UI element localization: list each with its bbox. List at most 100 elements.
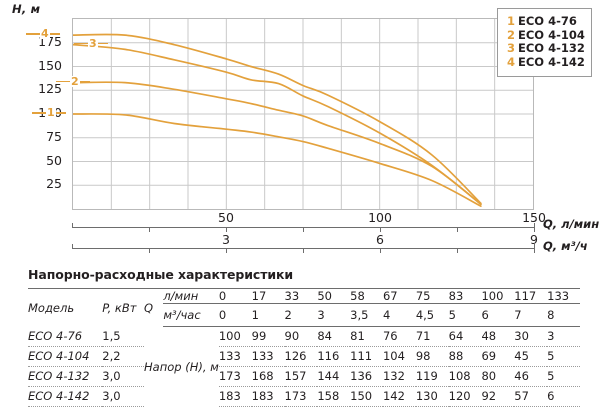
- cell-head: 88: [448, 346, 482, 367]
- table-row: ECO 4-76 1,5 Напор (H), м 100 99 90 84 81 76 71 64…: [28, 326, 580, 374]
- cell-head: 183: [218, 386, 252, 407]
- plot-area: [72, 18, 534, 210]
- header-model: Модель: [28, 288, 103, 327]
- cell-head: 80: [481, 366, 515, 387]
- x-scale-lmin-endcap: [72, 223, 73, 228]
- cell-head: 133: [251, 346, 285, 367]
- cell-power: 1,5: [102, 326, 145, 347]
- table-row: ECO 4-104 2,2 133 133 126 116 111 104 98 88 69 45 5: [28, 346, 580, 367]
- x-scale-m3h-label-9: 9: [530, 232, 538, 247]
- curve-paths: [73, 33, 482, 207]
- header-unit-m3h: м³/час: [163, 303, 219, 327]
- y-tick-50: 50: [46, 152, 62, 168]
- cell-model: ECO 4-142: [28, 386, 103, 407]
- cell-head: 6: [547, 386, 580, 407]
- cell-power: 3,0: [102, 366, 145, 387]
- legend-number: 2: [507, 27, 516, 42]
- x-axis-title-m3h: Q, м³/ч: [543, 239, 588, 253]
- cell-head: 48: [481, 326, 515, 347]
- chart-legend: 1 ECO 4-76 2 ECO 4-104 3 ECO 4-132 4 ECO 4-142: [497, 8, 592, 77]
- cell-head: 142: [382, 386, 416, 407]
- curve-label-1: 1: [46, 106, 56, 119]
- legend-label: ECO 4-132: [518, 41, 585, 55]
- header-flow-lmin: 0: [218, 288, 252, 304]
- legend-item-eco-4-76: 1 ECO 4-76: [507, 14, 584, 29]
- x-scale-lmin-endcap: [534, 223, 535, 228]
- legend-label: ECO 4-142: [518, 54, 585, 69]
- cell-head: 133: [218, 346, 252, 367]
- cell-head: 5: [547, 346, 580, 367]
- cell-head: 157: [284, 366, 318, 387]
- cell-model: ECO 4-104: [28, 346, 103, 367]
- legend-number: 4: [507, 54, 516, 69]
- cell-head: 111: [350, 346, 383, 367]
- header-flow-m3h: 4: [382, 303, 416, 327]
- x-scale-m3h-label-3: 3: [222, 232, 230, 247]
- x-scale-lmin-label-150: 150: [522, 210, 546, 225]
- curve-eco-4-104: [73, 81, 482, 206]
- header-flow-m3h: 3: [317, 303, 351, 327]
- cell-head: 98: [415, 346, 449, 367]
- x-scale-lmin-label-50: 50: [218, 210, 234, 225]
- header-flow-lmin: 100: [481, 288, 515, 304]
- x-scale-lmin-tick: [534, 227, 535, 232]
- y-tick-175: 175: [38, 33, 62, 49]
- table-title: Напорно-расходные характеристики: [28, 267, 294, 282]
- cell-head: 45: [514, 346, 548, 367]
- x-scale-m3h-tick: [149, 248, 150, 253]
- x-scale-lmin-tick: [303, 227, 304, 232]
- cell-head: 99: [251, 326, 285, 347]
- cell-head: 132: [382, 366, 416, 387]
- x-scale-m3h-label-6: 6: [376, 232, 384, 247]
- curve-label-3: 3: [88, 36, 98, 50]
- header-flow-lmin: 17: [251, 288, 285, 304]
- header-unit-lmin: л/мин: [163, 288, 219, 304]
- y-axis-title: H, м: [12, 2, 41, 16]
- cell-head: 130: [415, 386, 449, 407]
- legend-label: ECO 4-104: [518, 27, 585, 42]
- cell-head: 57: [514, 386, 548, 407]
- cell-head: 64: [448, 326, 482, 347]
- header-flow-lmin: 117: [514, 288, 548, 304]
- header-power: P, кВт: [102, 288, 145, 327]
- curve-eco-4-132: [73, 43, 482, 206]
- x-scale-lmin-label-100: 100: [368, 210, 392, 225]
- header-flow-m3h: 6: [481, 303, 515, 327]
- x-scale-m3h-endcap: [534, 244, 535, 249]
- cell-head: 144: [317, 366, 351, 387]
- header-flow-m3h: 4,5: [415, 303, 449, 327]
- header-flow-lmin: 67: [382, 288, 416, 304]
- curves-svg: [73, 19, 533, 209]
- x-scale-m3h-tick: [303, 248, 304, 253]
- cell-model: ECO 4-76: [28, 326, 103, 347]
- x-scale-lmin-tick: [380, 227, 381, 232]
- cell-head: 158: [317, 386, 351, 407]
- x-scale-m3h-tick: [457, 248, 458, 253]
- header-flow-lmin: 33: [284, 288, 318, 304]
- header-flow-lmin: 50: [317, 288, 351, 304]
- x-scale-m3h-tick: [380, 248, 381, 253]
- x-scale-m3h-tick: [226, 248, 227, 253]
- legend-item-eco-4-104: 2 ECO 4-104: [507, 27, 585, 43]
- x-scale-lmin-tick: [457, 227, 458, 232]
- cell-head: 84: [317, 326, 351, 347]
- cell-power: 3,0: [102, 386, 145, 407]
- table-row: ECO 4-142 3,0 183 183 173 158 150 142 130 120 92 57…: [28, 386, 580, 407]
- cell-head: 120: [448, 386, 482, 407]
- legend-number: 3: [507, 41, 516, 55]
- cell-head: 104: [382, 346, 416, 367]
- cell-head: 119: [415, 366, 449, 387]
- curve-eco-4-142: [73, 33, 482, 205]
- cell-head: 116: [317, 346, 351, 367]
- cell-head: 3: [547, 326, 580, 347]
- cell-head: 69: [481, 346, 515, 367]
- gridlines: [73, 19, 533, 209]
- cell-head: 173: [218, 366, 252, 387]
- header-flow-m3h: 8: [547, 303, 580, 327]
- header-flow-m3h: 5: [448, 303, 482, 327]
- header-flow-m3h: 0: [218, 303, 252, 327]
- table-header-row-m3h: м³/час 0 1 2 3 3,5 4 4,5 5 6 7 8: [28, 303, 580, 327]
- y-tick-75: 75: [46, 128, 62, 144]
